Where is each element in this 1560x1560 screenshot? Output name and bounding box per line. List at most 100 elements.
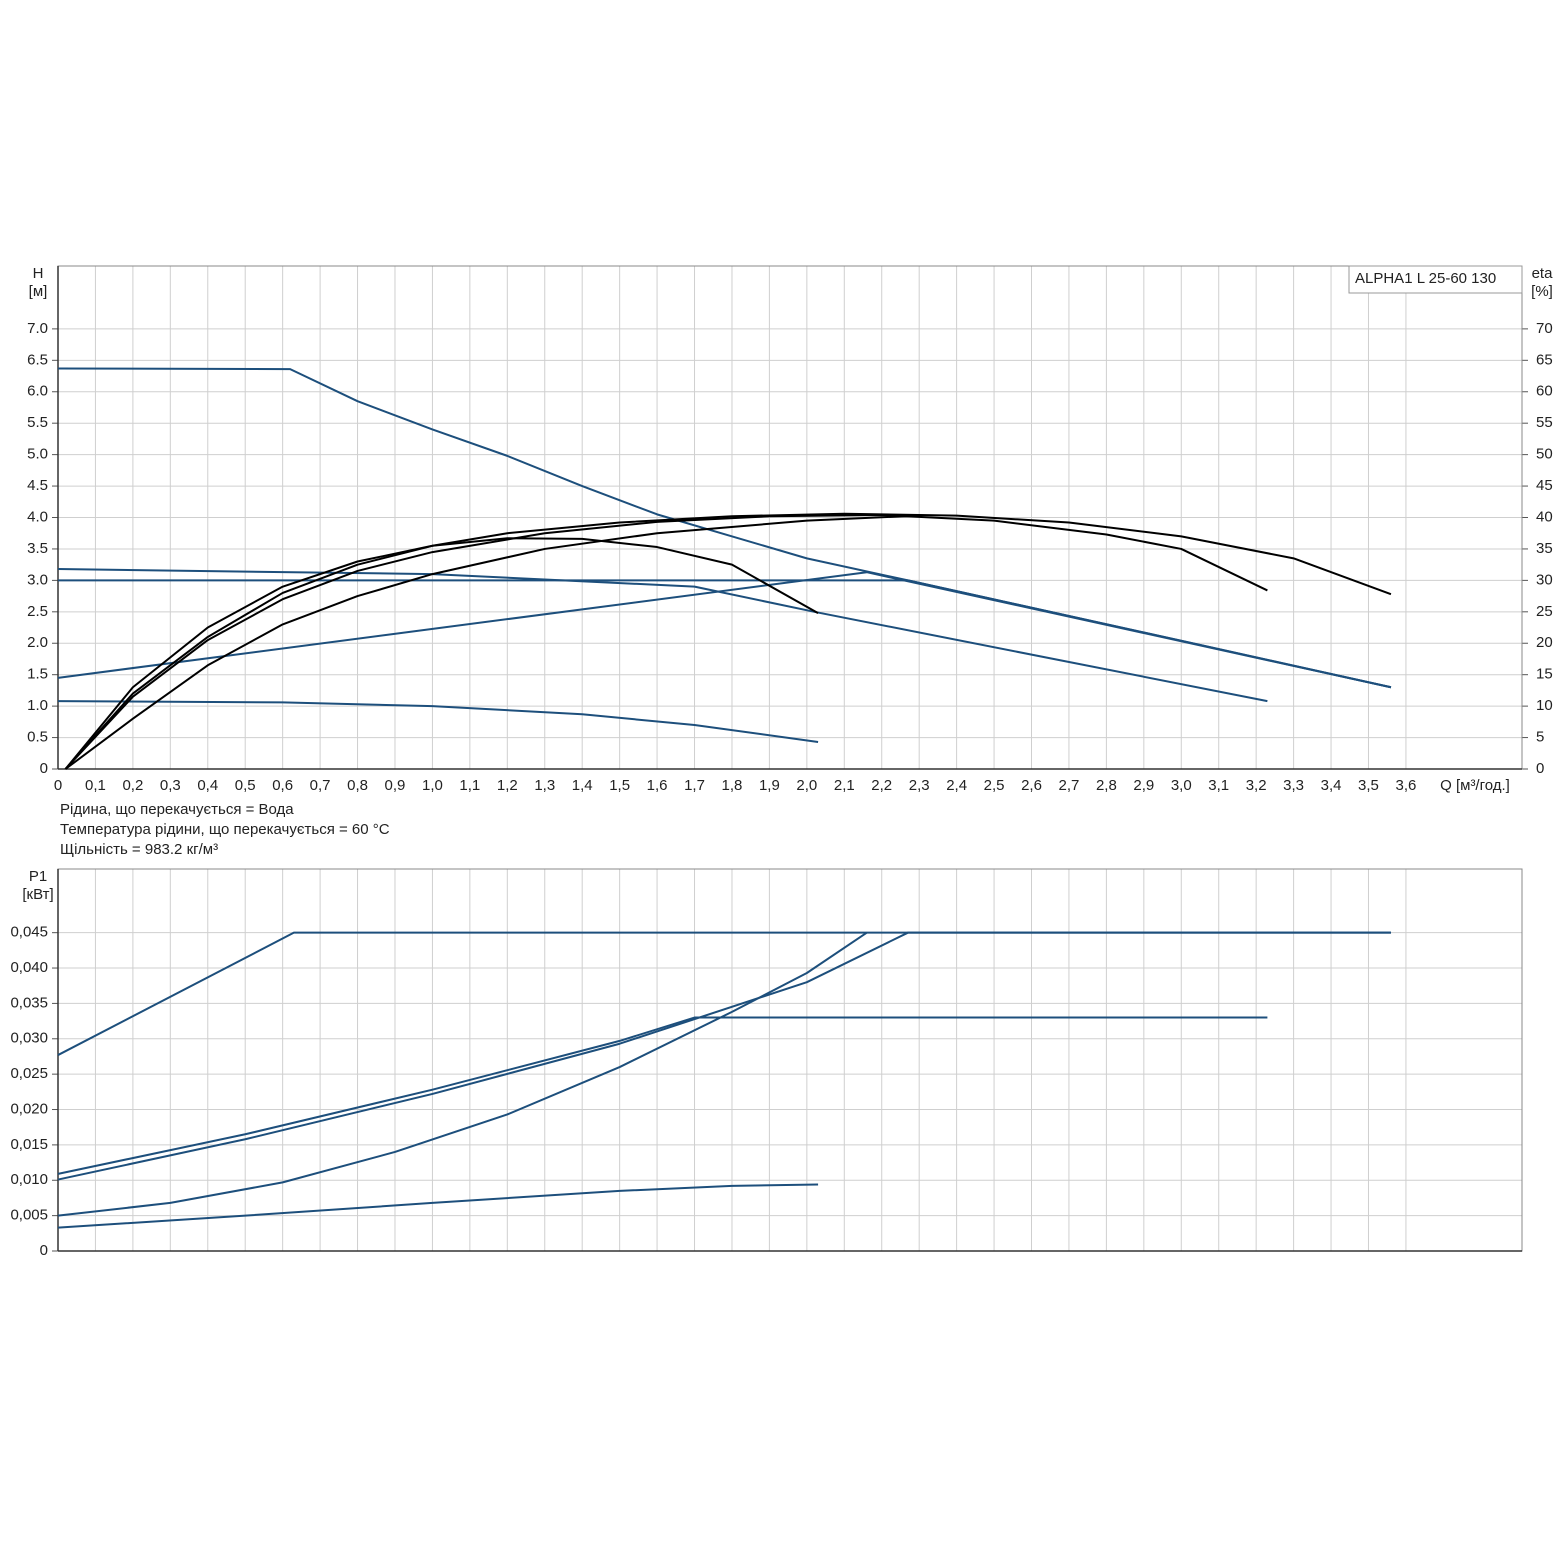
curve bbox=[57, 571, 1392, 689]
y-tick-label: 4.5 bbox=[27, 477, 48, 494]
y-tick-label: 6.5 bbox=[27, 351, 48, 368]
x-tick-label: 0,6 bbox=[272, 777, 293, 794]
x-tick-label: 2,6 bbox=[1021, 777, 1042, 794]
y-axis-unit: [м] bbox=[29, 283, 48, 300]
y-tick-label: 0,025 bbox=[10, 1065, 48, 1082]
curve bbox=[64, 513, 1268, 770]
x-tick-label: 1,1 bbox=[459, 777, 480, 794]
legend-box bbox=[1348, 265, 1523, 294]
y2-axis-label: eta bbox=[1532, 265, 1554, 282]
y-tick-label: 5.0 bbox=[27, 446, 48, 463]
y-tick-label: 6.0 bbox=[27, 383, 48, 400]
x-tick-label: 0,7 bbox=[310, 777, 331, 794]
x-tick-label: 3,0 bbox=[1171, 777, 1192, 794]
y-tick-label: 0,015 bbox=[10, 1136, 48, 1153]
note: Щільність = 983.2 кг/м³ bbox=[60, 841, 218, 858]
x-tick-label: 3,6 bbox=[1395, 777, 1416, 794]
y2-tick-label: 0 bbox=[1536, 760, 1544, 777]
x-tick-label: 0,3 bbox=[160, 777, 181, 794]
y2-tick-label: 25 bbox=[1536, 603, 1553, 620]
x-tick-label: 0,9 bbox=[385, 777, 406, 794]
y-tick-label: 3.5 bbox=[27, 540, 48, 557]
y2-tick-label: 70 bbox=[1536, 320, 1553, 337]
x-tick-label: 0 bbox=[54, 777, 62, 794]
y2-tick-label: 40 bbox=[1536, 508, 1553, 525]
x-tick-label: 3,4 bbox=[1321, 777, 1342, 794]
x-tick-label: 1,0 bbox=[422, 777, 443, 794]
y2-tick-label: 30 bbox=[1536, 571, 1553, 588]
x-tick-label: 1,3 bbox=[534, 777, 555, 794]
y-tick-label: 0.5 bbox=[27, 729, 48, 746]
curve bbox=[64, 512, 1392, 770]
x-tick-label: 2,1 bbox=[834, 777, 855, 794]
y2-tick-label: 50 bbox=[1536, 446, 1553, 463]
x-tick-label: 3,1 bbox=[1208, 777, 1229, 794]
y-tick-label: 2.5 bbox=[27, 603, 48, 620]
note: Рідина, що перекачується = Вода bbox=[60, 801, 294, 818]
curve bbox=[64, 514, 920, 770]
curve bbox=[64, 537, 819, 770]
x-tick-label: 0,5 bbox=[235, 777, 256, 794]
x-axis-label: Q [м³/год.] bbox=[1440, 777, 1510, 794]
plot-area bbox=[58, 869, 1522, 1251]
y2-tick-label: 55 bbox=[1536, 414, 1553, 431]
x-tick-label: 3,3 bbox=[1283, 777, 1304, 794]
curve bbox=[57, 931, 1391, 1181]
x-tick-label: 0,8 bbox=[347, 777, 368, 794]
curve bbox=[57, 568, 1268, 703]
curve bbox=[57, 1016, 1268, 1175]
x-tick-label: 0,4 bbox=[197, 777, 218, 794]
y2-tick-label: 65 bbox=[1536, 351, 1553, 368]
y-tick-label: 0,040 bbox=[10, 959, 48, 976]
y-tick-label: 0 bbox=[40, 760, 48, 777]
x-tick-label: 0,2 bbox=[122, 777, 143, 794]
y-tick-label: 0,020 bbox=[10, 1100, 48, 1117]
x-tick-label: 1,4 bbox=[572, 777, 593, 794]
y2-axis-unit: [%] bbox=[1531, 283, 1553, 300]
x-tick-label: 1,9 bbox=[759, 777, 780, 794]
y-tick-label: 0 bbox=[40, 1242, 48, 1259]
y-tick-label: 3.0 bbox=[27, 571, 48, 588]
y2-tick-label: 60 bbox=[1536, 383, 1553, 400]
curve bbox=[57, 1183, 819, 1229]
y-axis-unit: [кВт] bbox=[22, 886, 53, 903]
x-tick-label: 3,5 bbox=[1358, 777, 1379, 794]
y-tick-label: 0,030 bbox=[10, 1030, 48, 1047]
y2-tick-label: 45 bbox=[1536, 477, 1553, 494]
y2-tick-label: 35 bbox=[1536, 540, 1553, 557]
x-tick-label: 2,3 bbox=[909, 777, 930, 794]
note: Температура рідини, що перекачується = 6… bbox=[60, 821, 390, 838]
x-tick-label: 1,8 bbox=[722, 777, 743, 794]
y2-tick-label: 15 bbox=[1536, 666, 1553, 683]
x-tick-label: 2,7 bbox=[1059, 777, 1080, 794]
x-tick-label: 0,1 bbox=[85, 777, 106, 794]
y-tick-label: 0,005 bbox=[10, 1207, 48, 1224]
y-axis-label: P1 bbox=[29, 868, 47, 885]
x-tick-label: 1,2 bbox=[497, 777, 518, 794]
x-tick-label: 2,4 bbox=[946, 777, 967, 794]
y-tick-label: 0,010 bbox=[10, 1171, 48, 1188]
y-tick-label: 4.0 bbox=[27, 508, 48, 525]
curve bbox=[57, 700, 819, 743]
x-tick-label: 2,9 bbox=[1133, 777, 1154, 794]
x-tick-label: 2,5 bbox=[984, 777, 1005, 794]
y-tick-label: 2.0 bbox=[27, 634, 48, 651]
y-tick-label: 0,035 bbox=[10, 994, 48, 1011]
x-tick-label: 1,7 bbox=[684, 777, 705, 794]
x-tick-label: 3,2 bbox=[1246, 777, 1267, 794]
y2-tick-label: 5 bbox=[1536, 729, 1544, 746]
y2-tick-label: 10 bbox=[1536, 697, 1553, 714]
legend-label: ALPHA1 L 25-60 130 bbox=[1355, 270, 1496, 287]
x-tick-label: 2,2 bbox=[871, 777, 892, 794]
x-tick-label: 2,0 bbox=[796, 777, 817, 794]
x-tick-label: 1,6 bbox=[647, 777, 668, 794]
x-tick-label: 1,5 bbox=[609, 777, 630, 794]
y-tick-label: 7.0 bbox=[27, 320, 48, 337]
y-tick-label: 1.5 bbox=[27, 666, 48, 683]
y-tick-label: 5.5 bbox=[27, 414, 48, 431]
x-tick-label: 2,8 bbox=[1096, 777, 1117, 794]
y-tick-label: 0,045 bbox=[10, 924, 48, 941]
y-tick-label: 1.0 bbox=[27, 697, 48, 714]
curve bbox=[57, 931, 868, 1217]
